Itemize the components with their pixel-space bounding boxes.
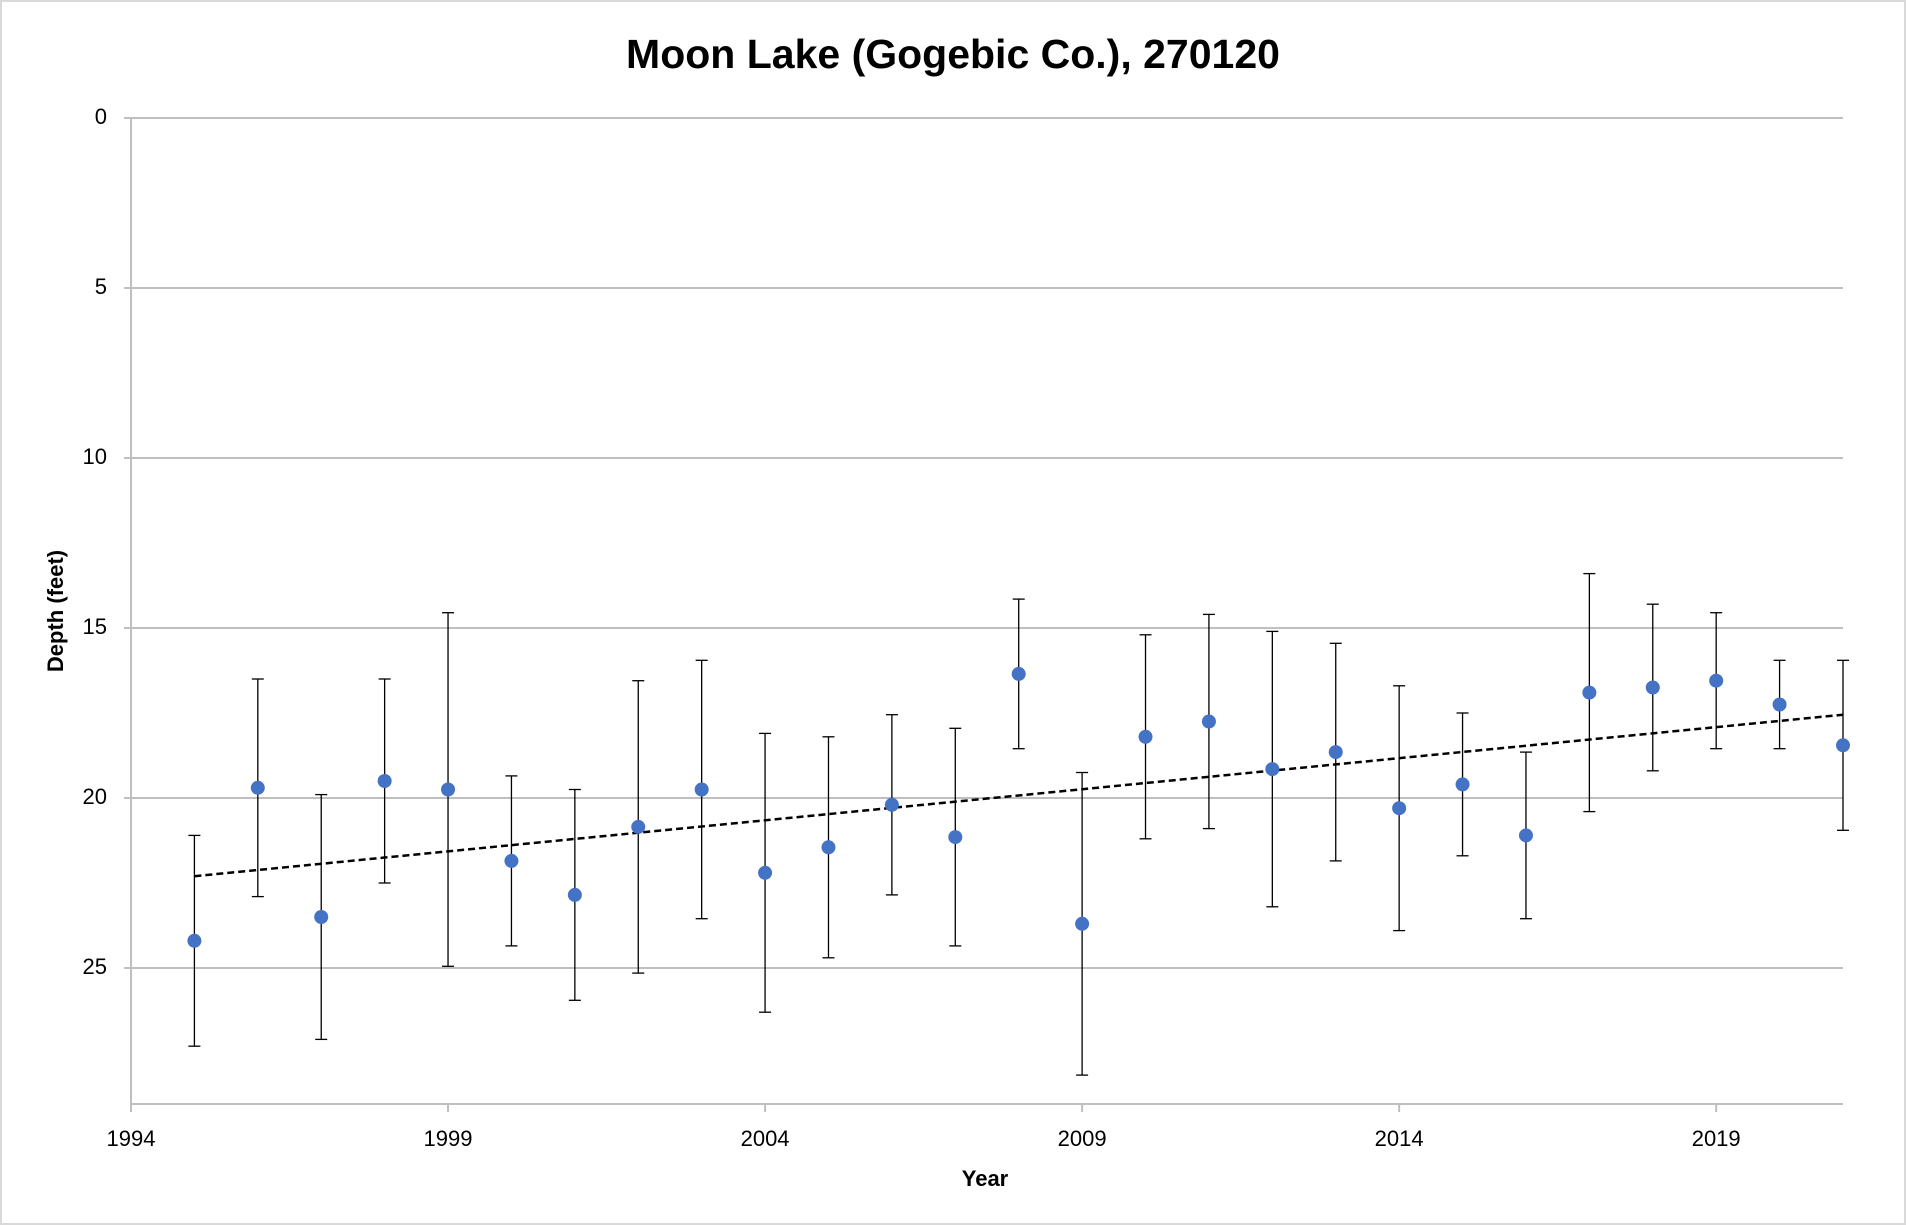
y-tick-label: 25 bbox=[83, 954, 107, 979]
y-axis-label: Depth (feet) bbox=[43, 550, 68, 672]
data-point bbox=[441, 782, 456, 797]
trendline bbox=[194, 713, 1844, 878]
data-point bbox=[1709, 673, 1724, 688]
data-point bbox=[694, 782, 709, 797]
data-point bbox=[1836, 738, 1850, 753]
data-point bbox=[1518, 828, 1533, 843]
data-point bbox=[1011, 666, 1026, 681]
data-point bbox=[250, 780, 265, 795]
x-axis-label: Year bbox=[962, 1166, 1009, 1191]
data-point bbox=[504, 853, 519, 868]
y-tick-label: 5 bbox=[95, 274, 107, 299]
data-point bbox=[567, 887, 582, 902]
data-point bbox=[758, 865, 773, 880]
data-point bbox=[1772, 697, 1787, 712]
y-tick-label: 20 bbox=[83, 784, 107, 809]
data-point bbox=[1201, 714, 1216, 729]
data-point bbox=[1645, 680, 1660, 695]
data-point bbox=[1328, 745, 1343, 760]
data-point bbox=[821, 840, 836, 855]
y-tick-label: 10 bbox=[83, 444, 107, 469]
data-point bbox=[1138, 729, 1153, 744]
data-point bbox=[948, 830, 963, 845]
y-tick-label: 0 bbox=[95, 104, 107, 129]
data-point bbox=[884, 797, 899, 812]
y-tick-label: 15 bbox=[83, 614, 107, 639]
data-point bbox=[631, 819, 646, 834]
data-point bbox=[1582, 685, 1597, 700]
x-tick-label: 1994 bbox=[107, 1126, 156, 1151]
x-tick-label: 2014 bbox=[1375, 1126, 1424, 1151]
data-point bbox=[1455, 777, 1470, 792]
x-tick-label: 2019 bbox=[1692, 1126, 1741, 1151]
data-point bbox=[377, 774, 392, 788]
data-point bbox=[314, 910, 329, 924]
data-point bbox=[1392, 801, 1407, 816]
x-tick-label: 2009 bbox=[1058, 1126, 1107, 1151]
data-point bbox=[1075, 916, 1090, 931]
x-tick-label: 2004 bbox=[741, 1126, 790, 1151]
data-point bbox=[1265, 762, 1280, 777]
chart-title: Moon Lake (Gogebic Co.), 270120 bbox=[626, 31, 1280, 77]
x-tick-label: 1999 bbox=[424, 1126, 473, 1151]
data-point bbox=[187, 933, 202, 948]
